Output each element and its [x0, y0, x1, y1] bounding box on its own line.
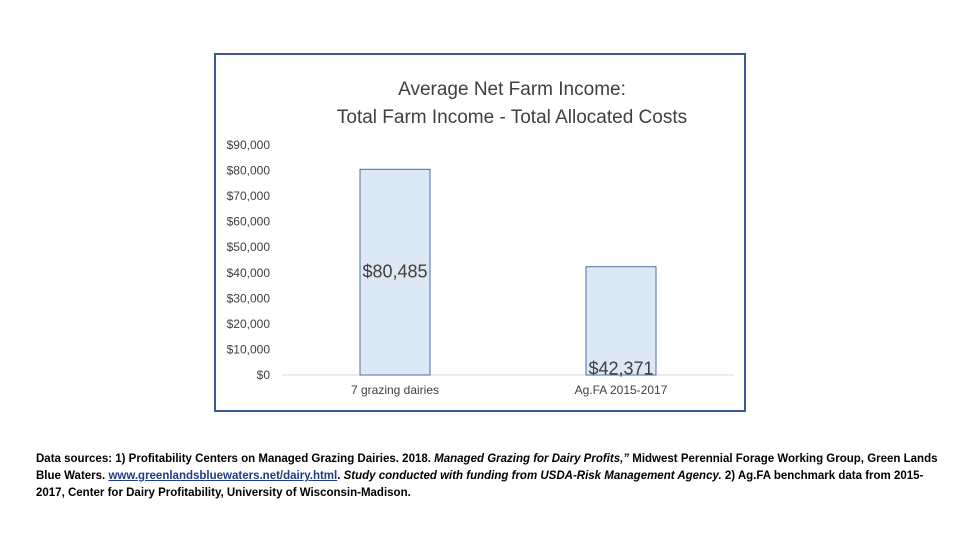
x-category-label: 7 grazing dairies	[351, 383, 439, 397]
data-label: $42,371	[588, 359, 653, 379]
x-category-label: Ag.FA 2015-2017	[575, 383, 668, 397]
sources-text-1: Data sources: 1) Profitability Centers o…	[36, 453, 435, 465]
bar-chart: Average Net Farm Income: Total Farm Incom…	[227, 79, 734, 397]
y-tick-label: $90,000	[227, 138, 271, 152]
y-tick-label: $40,000	[227, 266, 271, 280]
sources-text-4: 2) Ag.FA benchmark data from 2015-2017, …	[36, 470, 924, 499]
chart-title-line-2: Total Farm Income - Total Allocated Cost…	[337, 107, 687, 128]
y-tick-label: $80,000	[227, 164, 271, 178]
y-tick-label: $60,000	[227, 215, 271, 229]
y-tick-label: $70,000	[227, 189, 271, 203]
y-tick-label: $0	[257, 368, 271, 382]
sources-italic-funding: Study conducted with funding from USDA-R…	[343, 470, 722, 482]
chart-frame: Average Net Farm Income: Total Farm Incom…	[214, 53, 746, 412]
sources-text-3: .	[337, 470, 344, 482]
sources-link[interactable]: www.greenlandsbluewaters.net/dairy.html	[108, 470, 338, 482]
data-label: $80,485	[362, 261, 427, 281]
bar	[359, 168, 431, 376]
sources-text-2: Midwest Perennial Forage Working Group, …	[36, 453, 938, 482]
data-sources-note: Data sources: 1) Profitability Centers o…	[36, 451, 940, 502]
sources-italic-title: Managed Grazing for Dairy Profits,”	[434, 453, 630, 465]
bar	[585, 266, 657, 376]
y-tick-label: $10,000	[227, 342, 271, 356]
y-tick-label: $30,000	[227, 291, 271, 305]
chart-title-line-1: Average Net Farm Income:	[398, 79, 626, 100]
y-tick-label: $20,000	[227, 317, 271, 331]
y-tick-label: $50,000	[227, 240, 271, 254]
